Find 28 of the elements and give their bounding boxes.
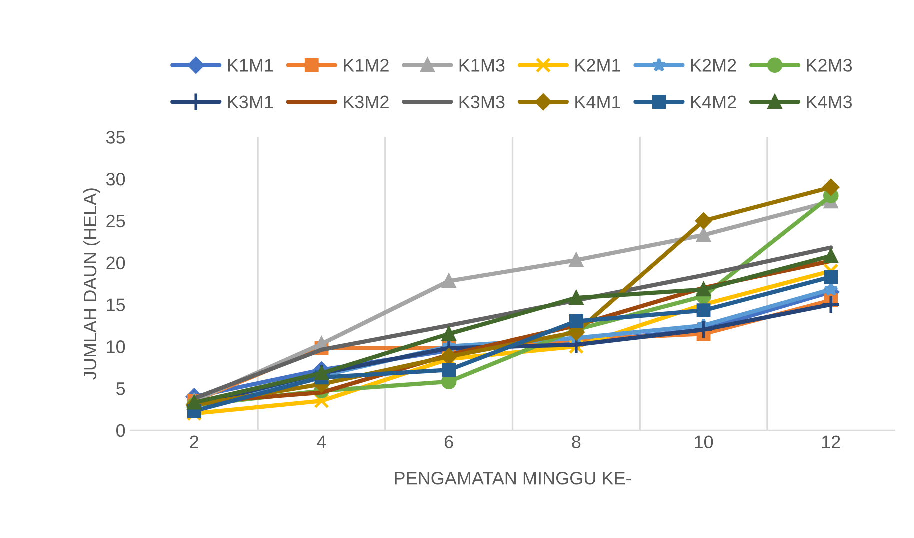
x-tick-label: 2 (190, 436, 198, 448)
legend-label: K3M3 (460, 96, 505, 109)
y-tick-label: 10 (107, 340, 126, 354)
x-tick-label: 10 (695, 436, 714, 449)
legend-label: K1M2 (344, 59, 389, 72)
legend-label: K4M2 (691, 96, 736, 108)
y-tick-label: 5 (116, 382, 126, 396)
x-tick-label: 6 (444, 436, 454, 449)
y-axis-title: JUMLAH DAUN (HELA) (83, 188, 100, 380)
y-tick-label: 30 (106, 173, 126, 186)
x-tick-label: 4 (317, 436, 326, 448)
legend-label: K3M2 (344, 96, 389, 109)
legend-label: K3M1 (228, 96, 274, 109)
legend-label: K1M3 (460, 59, 505, 72)
x-axis-title: PENGAMATAN MINGGU KE- (395, 472, 631, 485)
legend-label: K1M1 (228, 59, 274, 72)
legend-label: K2M3 (807, 59, 852, 72)
y-tick-label: 20 (106, 256, 126, 270)
x-tick-label: 12 (822, 436, 840, 448)
legend-label: K2M2 (691, 59, 736, 72)
legend-label: K4M1 (576, 96, 620, 108)
x-tick-label: 8 (572, 436, 581, 449)
y-tick-label: 0 (116, 424, 126, 438)
legend-label: K4M3 (807, 96, 852, 109)
y-tick-label: 25 (106, 214, 126, 228)
y-tick-label: 35 (106, 131, 126, 144)
legend-label: K2M1 (576, 59, 620, 72)
y-tick-label: 15 (107, 298, 126, 312)
